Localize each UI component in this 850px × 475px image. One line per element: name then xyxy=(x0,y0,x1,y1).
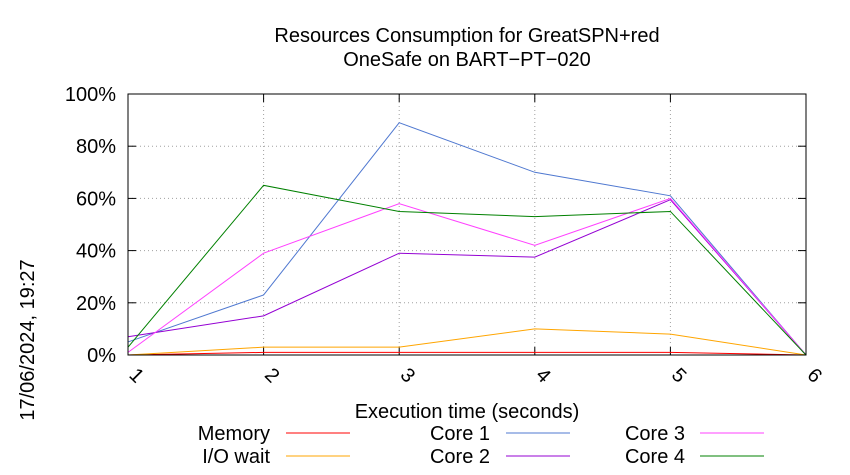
legend-label: Memory xyxy=(198,423,270,445)
x-tick-label: 4 xyxy=(531,364,554,387)
legend-label: I/O wait xyxy=(202,446,270,468)
series-lines xyxy=(127,122,807,356)
y-tick-label: 20% xyxy=(76,293,116,315)
legend-label: Core 3 xyxy=(625,423,685,445)
y-tick-label: 100% xyxy=(65,84,116,106)
series-line-3 xyxy=(127,199,807,356)
series-line-2 xyxy=(127,122,807,356)
series-line-4 xyxy=(127,197,807,356)
legend-label: Core 2 xyxy=(430,446,490,468)
chart-title-line1: Resources Consumption for GreatSPN+red xyxy=(274,25,659,47)
series-line-1 xyxy=(127,328,807,356)
x-tick-label: 6 xyxy=(803,364,826,387)
y-tick-label: 0% xyxy=(87,345,116,367)
plot-border xyxy=(127,93,807,356)
chart-title-line2: OneSafe on BART−PT−020 xyxy=(343,49,591,71)
x-tick-label: 5 xyxy=(667,364,690,387)
x-tick-label: 2 xyxy=(260,364,283,387)
series-line-0 xyxy=(127,351,807,356)
y-tick-label: 40% xyxy=(76,241,116,263)
x-axis-ticks: 1 2 3 4 5 6 xyxy=(125,94,826,387)
y-axis-ticks: 0% 20% 40% 60% 80% 100% xyxy=(65,84,806,367)
legend-label: Core 1 xyxy=(430,423,490,445)
x-tick-label: 1 xyxy=(125,364,148,387)
y-tick-label: 80% xyxy=(76,136,116,158)
x-axis-label: Execution time (seconds) xyxy=(355,401,580,423)
x-tick-label: 3 xyxy=(396,364,419,387)
legend-label: Core 4 xyxy=(625,446,685,468)
series-line-5 xyxy=(127,184,807,356)
timestamp-label: 17/06/2024, 19:27 xyxy=(17,259,39,420)
y-tick-label: 60% xyxy=(76,188,116,210)
